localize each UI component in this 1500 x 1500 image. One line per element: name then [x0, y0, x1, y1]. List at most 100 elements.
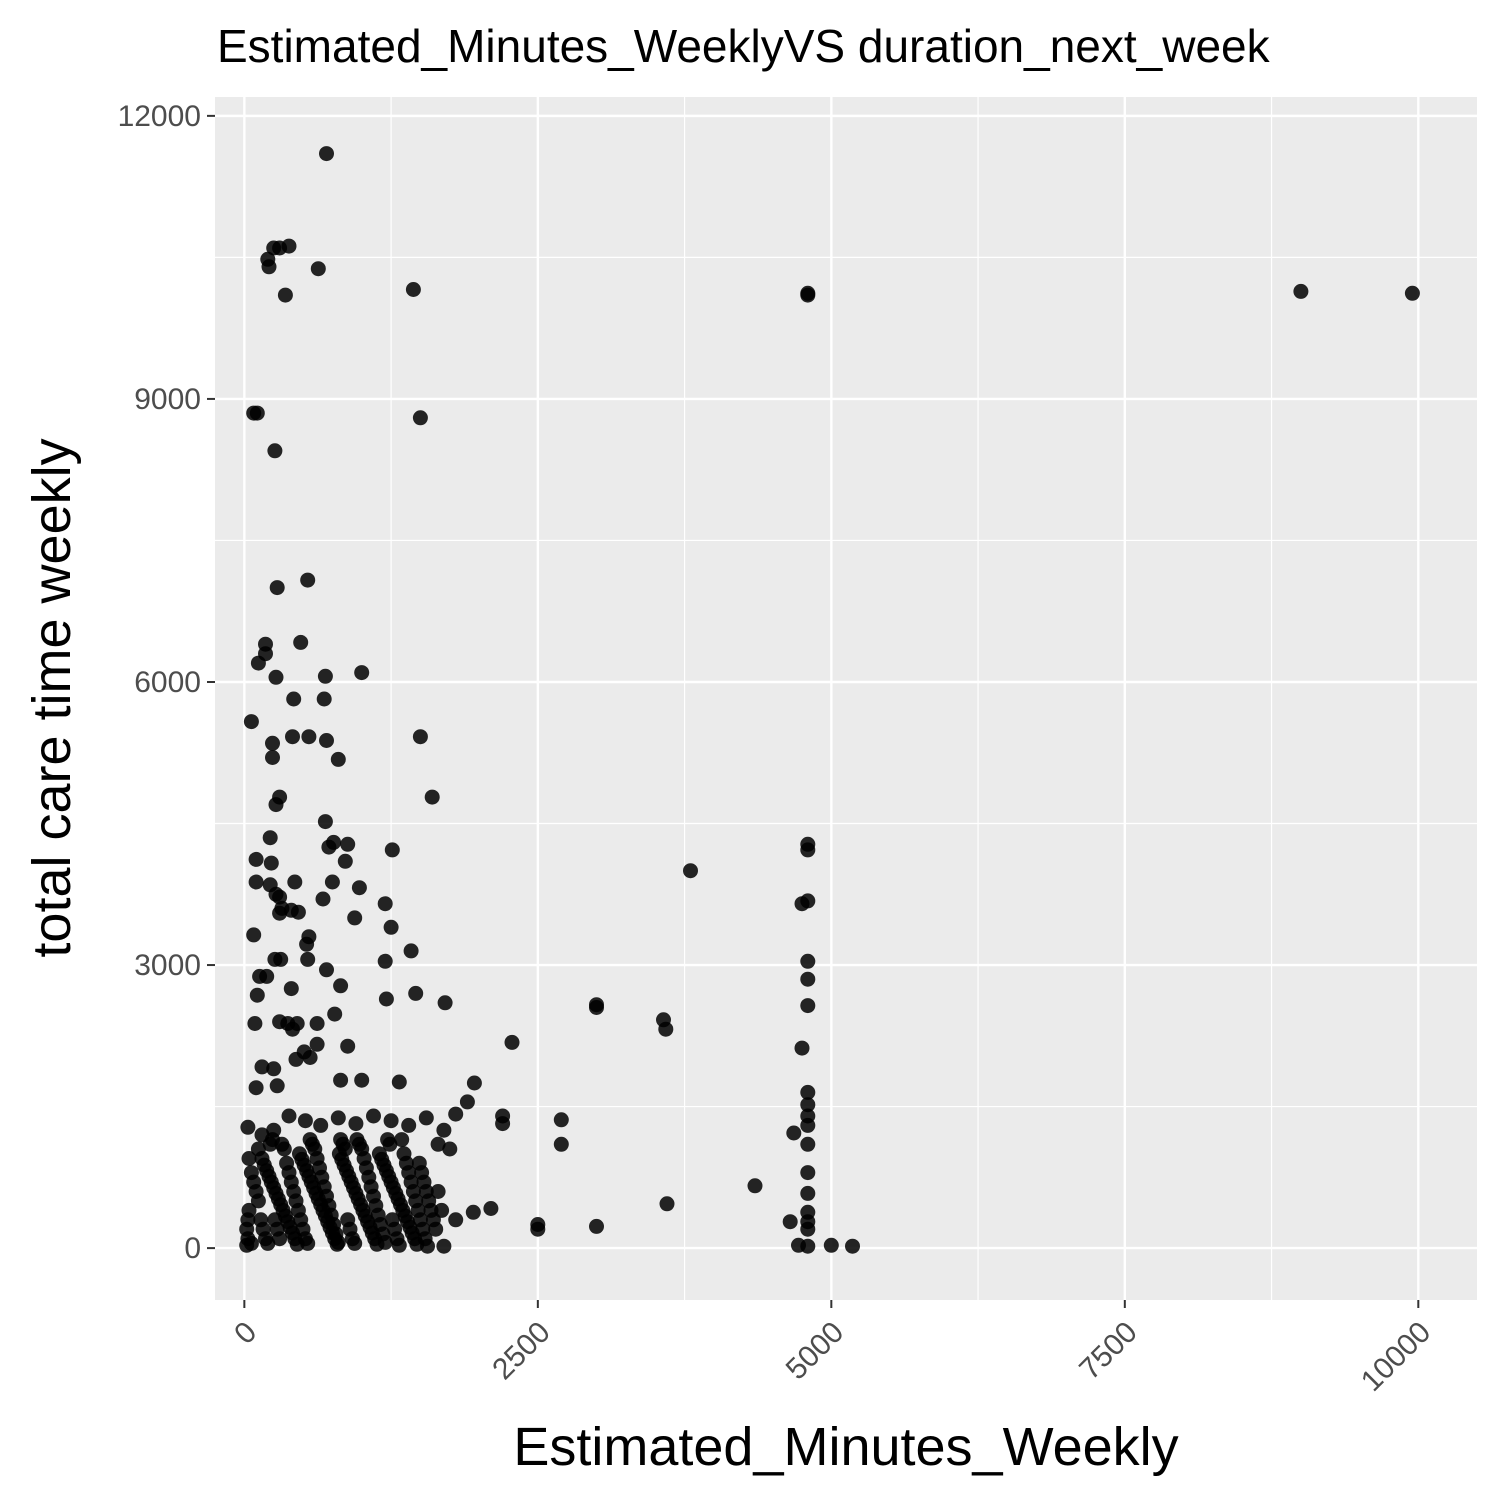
- scatter-point: [301, 729, 317, 745]
- scatter-point: [589, 1218, 604, 1234]
- scatter-point: [347, 910, 363, 926]
- scatter-point: [391, 1074, 407, 1090]
- scatter-point: [436, 1122, 452, 1138]
- scatter-point: [823, 1237, 839, 1253]
- scatter-point: [530, 1221, 546, 1237]
- scatter-point: [293, 634, 309, 650]
- scatter-point: [659, 1196, 675, 1212]
- scatter-point: [268, 797, 284, 813]
- scatter-point: [424, 789, 440, 805]
- scatter-point: [260, 1235, 276, 1251]
- scatter-point: [430, 1136, 446, 1152]
- scatter-point: [800, 1185, 816, 1201]
- scatter-point: [683, 863, 698, 879]
- scatter-point: [246, 927, 262, 943]
- scatter-point: [265, 750, 280, 765]
- scatter-point: [383, 919, 399, 935]
- scatter-point: [800, 285, 816, 301]
- scatter-point: [408, 985, 424, 1001]
- scatter-point: [800, 1097, 816, 1113]
- scatter-point: [250, 655, 266, 671]
- scatter-point: [403, 943, 419, 959]
- scatter-point: [800, 1117, 816, 1133]
- scatter-point: [378, 991, 394, 1007]
- scatter-point: [299, 936, 315, 952]
- scatter-point: [405, 282, 421, 297]
- scatter-point: [287, 874, 303, 890]
- scatter-point: [316, 691, 332, 707]
- scatter-point: [272, 889, 288, 905]
- scatter-point: [589, 1000, 604, 1015]
- scatter-point: [430, 1184, 446, 1199]
- scatter-point: [285, 729, 300, 745]
- scatter-point: [466, 1075, 482, 1091]
- scatter-point: [330, 751, 346, 767]
- scatter-point: [340, 1038, 356, 1054]
- x-tick-label: 0: [228, 1316, 263, 1351]
- scatter-point: [313, 1117, 329, 1133]
- chart-title: Estimated_Minutes_WeeklyVS duration_next…: [217, 20, 1271, 72]
- scatter-point: [800, 1221, 816, 1237]
- scatter-point: [800, 1136, 816, 1152]
- scatter-point: [412, 410, 428, 426]
- x-tick-label: 7500: [1073, 1316, 1144, 1387]
- scatter-point: [319, 146, 334, 162]
- scatter-point: [333, 1072, 349, 1088]
- x-tick-label: 10000: [1355, 1316, 1437, 1398]
- scatter-point: [300, 951, 316, 967]
- scatter-point: [281, 238, 297, 254]
- scatter-point: [319, 962, 334, 978]
- scatter-point: [240, 1119, 256, 1135]
- data-points: [239, 146, 1420, 1254]
- scatter-point: [351, 880, 367, 896]
- scatter-point: [800, 953, 816, 969]
- scatter-point: [272, 905, 288, 921]
- scatter-point: [333, 978, 349, 994]
- scatter-point: [288, 1051, 304, 1067]
- scatter-point: [800, 893, 816, 909]
- scatter-point: [782, 1214, 798, 1230]
- scatter-point: [483, 1201, 499, 1216]
- scatter-point: [266, 1061, 282, 1077]
- scatter-point: [340, 836, 356, 852]
- scatter-point: [348, 1116, 364, 1132]
- x-axis-title: Estimated_Minutes_Weekly: [513, 1417, 1178, 1477]
- scatter-point: [326, 834, 342, 850]
- scatter-point: [300, 572, 316, 588]
- scatter-point: [794, 1040, 810, 1056]
- scatter-point: [420, 1238, 435, 1254]
- scatter-point: [394, 1132, 410, 1148]
- scatter-point: [254, 1059, 270, 1075]
- scatter-point: [377, 1234, 393, 1250]
- scatter-point: [354, 1072, 370, 1088]
- scatter-point: [330, 1110, 346, 1126]
- y-tick-label: 3000: [134, 949, 201, 982]
- x-tick-label: 5000: [780, 1316, 851, 1387]
- scatter-point: [300, 1235, 316, 1251]
- scatter-point: [310, 261, 326, 277]
- scatter-point: [243, 714, 259, 730]
- scatter-point: [412, 729, 428, 745]
- scatter-point: [276, 1141, 292, 1157]
- scatter-point: [324, 874, 340, 890]
- scatter-point: [281, 1108, 297, 1124]
- scatter-point: [354, 665, 370, 681]
- scatter-point: [248, 1080, 264, 1096]
- scatter-point: [317, 814, 333, 830]
- scatter-point: [243, 1235, 259, 1251]
- scatter-point: [418, 1110, 434, 1126]
- x-axis-ticks: 0 2500 5000 7500 10000: [228, 1300, 1437, 1398]
- minor-gridlines: [215, 97, 1477, 1300]
- y-tick-label: 0: [184, 1232, 201, 1265]
- scatter-point: [272, 1231, 288, 1247]
- scatter-point: [448, 1106, 464, 1122]
- scatter-point: [267, 443, 283, 459]
- scatter-point: [247, 1016, 263, 1031]
- scatter-point: [465, 1204, 481, 1220]
- scatter-point: [845, 1238, 860, 1254]
- scatter-point: [269, 1078, 285, 1094]
- scatter-point: [800, 971, 816, 987]
- scatter-point: [504, 1034, 520, 1050]
- scatter-point: [553, 1136, 569, 1152]
